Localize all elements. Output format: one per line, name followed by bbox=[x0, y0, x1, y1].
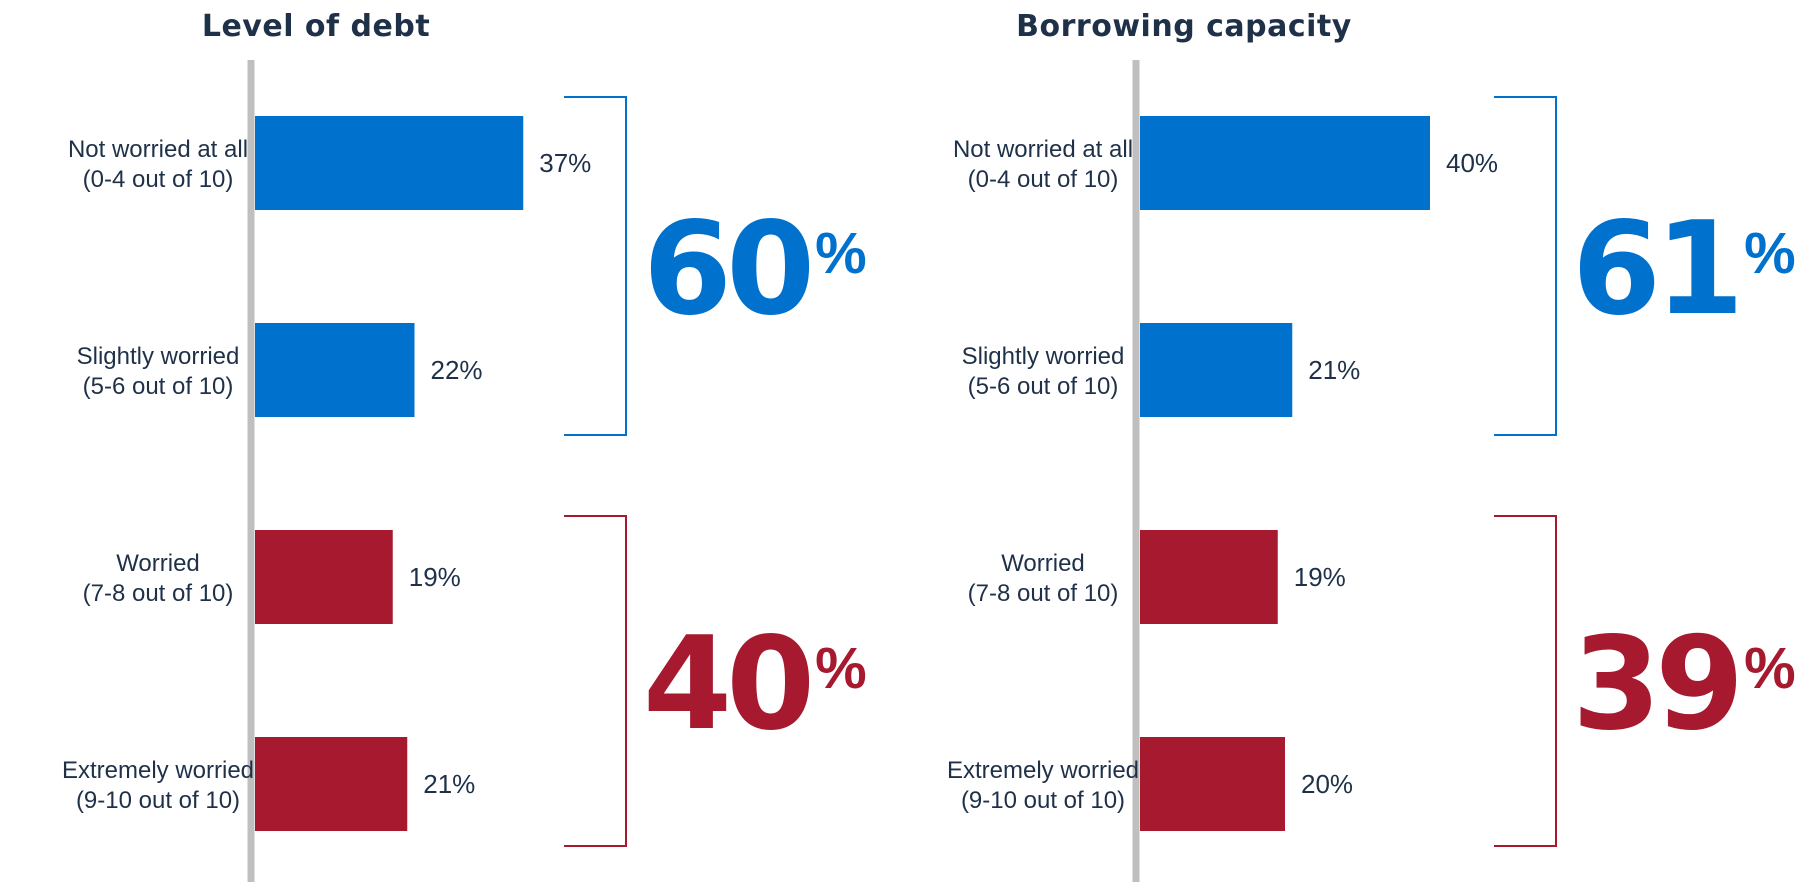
bar bbox=[1140, 116, 1430, 210]
group-total-number: 40 bbox=[643, 610, 809, 759]
category-label: (0-4 out of 10) bbox=[83, 166, 234, 193]
bar bbox=[255, 530, 393, 624]
category-label: Worried bbox=[116, 550, 200, 577]
group-total-number: 39 bbox=[1572, 610, 1738, 759]
data-label: 19% bbox=[1294, 562, 1346, 592]
category-label: (7-8 out of 10) bbox=[83, 580, 234, 607]
chart-title: Borrowing capacity bbox=[1016, 9, 1352, 44]
bar bbox=[255, 116, 524, 210]
group-bracket bbox=[1494, 515, 1557, 847]
data-label: 22% bbox=[431, 355, 483, 385]
group-total-suffix: % bbox=[1744, 636, 1795, 701]
group-total-suffix: % bbox=[815, 636, 866, 701]
chart-panel-2: Borrowing capacity 40% Not worried at all (… bbox=[947, 9, 1796, 882]
group-total-suffix: % bbox=[815, 221, 866, 286]
group-bracket bbox=[564, 515, 627, 847]
data-label: 21% bbox=[423, 769, 475, 799]
data-label: 21% bbox=[1308, 355, 1360, 385]
group-bracket bbox=[1494, 96, 1557, 436]
category-label: Not worried at all bbox=[953, 136, 1133, 163]
bar bbox=[255, 737, 408, 831]
category-label: Slightly worried bbox=[962, 343, 1125, 370]
group-total-suffix: % bbox=[1744, 221, 1795, 286]
data-label: 40% bbox=[1446, 148, 1498, 178]
category-label: (0-4 out of 10) bbox=[968, 166, 1119, 193]
group-total: 40% bbox=[643, 610, 866, 759]
bar bbox=[255, 323, 415, 417]
group-total: 61% bbox=[1572, 195, 1795, 344]
category-label: Not worried at all bbox=[68, 136, 248, 163]
group-total: 39% bbox=[1572, 610, 1795, 759]
group-bracket bbox=[564, 96, 627, 436]
chart-panel-1: Level of debt 37% Not worried at all (0-4 o… bbox=[62, 9, 872, 882]
category-label: Slightly worried bbox=[77, 343, 240, 370]
category-label: (9-10 out of 10) bbox=[961, 787, 1125, 814]
data-label: 37% bbox=[539, 148, 591, 178]
group-total: 60% bbox=[643, 195, 866, 344]
category-label: (5-6 out of 10) bbox=[968, 373, 1119, 400]
category-label: (9-10 out of 10) bbox=[76, 787, 240, 814]
group-total-number: 60 bbox=[643, 195, 809, 344]
category-label: (7-8 out of 10) bbox=[968, 580, 1119, 607]
category-label: (5-6 out of 10) bbox=[83, 373, 234, 400]
data-label: 20% bbox=[1301, 769, 1353, 799]
chart-title: Level of debt bbox=[202, 9, 430, 44]
category-label: Worried bbox=[1001, 550, 1085, 577]
bar bbox=[1140, 530, 1278, 624]
category-label: Extremely worried bbox=[62, 757, 254, 784]
bar bbox=[1140, 737, 1285, 831]
bar bbox=[1140, 323, 1293, 417]
category-label: Extremely worried bbox=[947, 757, 1139, 784]
group-total-number: 61 bbox=[1572, 195, 1738, 344]
data-label: 19% bbox=[409, 562, 461, 592]
